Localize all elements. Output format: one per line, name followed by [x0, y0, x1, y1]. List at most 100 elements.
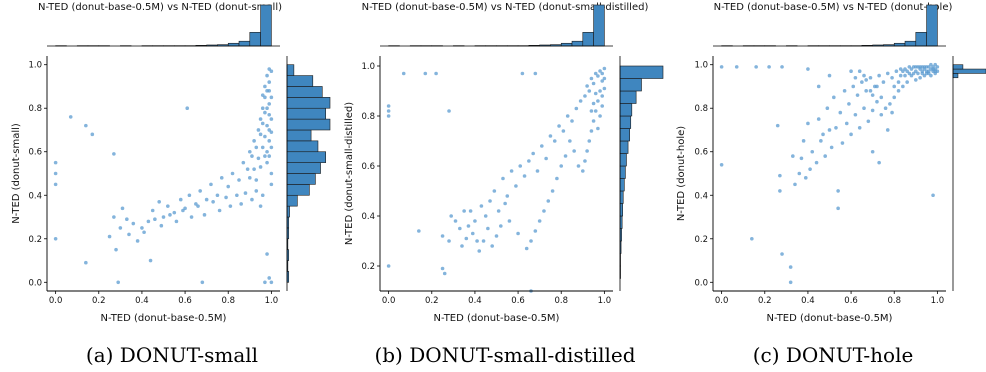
scatter-point — [254, 189, 259, 193]
marginal-y-bar — [952, 64, 964, 70]
scatter-point — [53, 171, 58, 176]
scatter-point — [750, 236, 754, 241]
x-axis-label: N-TED (donut-base-0.5M) — [434, 313, 560, 324]
scatter-point — [591, 119, 596, 123]
scatter-point — [896, 89, 901, 93]
scatter-point — [890, 75, 894, 80]
scatter-point — [386, 109, 391, 113]
scatter-point — [864, 89, 868, 93]
scatter-point — [267, 154, 272, 158]
scatter-point — [178, 197, 183, 202]
scatter-point — [816, 84, 821, 89]
scatter-point — [187, 193, 192, 198]
scatter-point — [719, 162, 724, 167]
scatter-point — [866, 119, 871, 124]
scatter-point — [916, 71, 920, 76]
y-tick-label: 0.8 — [28, 104, 42, 114]
scatter-point — [847, 102, 851, 106]
scatter-point — [913, 65, 918, 69]
marginal-y-bar — [952, 68, 986, 74]
scatter-point — [269, 95, 274, 100]
scatter-point — [529, 239, 533, 243]
marginal-y-bar — [286, 97, 331, 109]
y-tick-label: 0.0 — [28, 278, 42, 288]
scatter-point — [135, 239, 140, 243]
scatter-point — [267, 112, 272, 117]
scatter-point — [473, 219, 477, 223]
scatter-point — [585, 149, 589, 153]
scatter-point — [598, 69, 602, 73]
marginal-y-bar — [952, 73, 959, 79]
scatter-point — [464, 236, 469, 241]
scatter-point — [237, 178, 241, 182]
x-tick-label: 0.6 — [178, 296, 192, 306]
scatter-point — [250, 197, 254, 202]
scatter-point — [935, 69, 940, 74]
y-tick-label: 1.0 — [694, 61, 708, 71]
scatter-point — [868, 75, 873, 80]
marginal-y-bar — [619, 190, 624, 204]
scatter-point — [245, 167, 250, 171]
scatter-point — [112, 215, 116, 219]
scatter-point — [53, 160, 58, 165]
scatter-point — [585, 84, 589, 88]
x-tick-label: 1.0 — [598, 296, 612, 306]
scatter-point — [557, 124, 561, 128]
y-tick-label: 0.8 — [694, 104, 708, 114]
marginal-x-bar — [893, 42, 906, 47]
scatter-point — [254, 178, 259, 182]
scatter-point — [258, 132, 263, 137]
scatter-point — [490, 244, 494, 248]
scatter-point — [200, 280, 205, 285]
scatter-point — [913, 78, 918, 82]
x-tick-label: 0.8 — [554, 296, 568, 306]
scatter-point — [890, 110, 894, 115]
scatter-point — [870, 93, 875, 97]
scatter-point — [860, 80, 864, 84]
marginal-y-bar — [286, 194, 298, 207]
scatter-point — [239, 202, 243, 206]
marginal-y-bar — [619, 203, 623, 217]
scatter-point — [252, 139, 256, 143]
scatter-point — [885, 71, 890, 76]
scatter-point — [269, 145, 274, 150]
scatter-point — [112, 152, 116, 156]
scatter-point — [386, 114, 391, 118]
scatter-point — [853, 75, 858, 80]
subfigure-caption: (b) DONUT-small-distilled — [374, 343, 635, 367]
scatter-point — [602, 86, 607, 91]
scatter-point — [801, 139, 806, 143]
scatter-point — [468, 209, 473, 213]
scatter-point — [458, 226, 462, 231]
scatter-point — [263, 110, 267, 115]
scatter-point — [260, 106, 265, 111]
scatter-point — [157, 199, 161, 204]
y-tick-label: 0.2 — [361, 262, 375, 272]
scatter-point — [386, 264, 391, 268]
x-tick-label: 0.4 — [801, 296, 815, 306]
scatter-point — [265, 123, 269, 128]
scatter-point — [808, 167, 812, 171]
scatter-point — [903, 73, 907, 78]
scatter-point — [263, 134, 267, 139]
scatter-point — [146, 219, 151, 224]
scatter-point — [593, 91, 598, 96]
scatter-point — [918, 65, 922, 69]
scatter-point — [559, 164, 564, 168]
scatter-point — [574, 106, 579, 111]
scatter-point — [544, 156, 548, 161]
scatter-point — [168, 213, 172, 217]
y-tick-label: 0.6 — [361, 162, 375, 172]
x-axis-label: N-TED (donut-base-0.5M) — [767, 313, 893, 324]
scatter-point — [877, 160, 881, 165]
scatter-point — [470, 231, 475, 236]
x-tick-label: 0.4 — [135, 296, 149, 306]
scatter-point — [879, 112, 884, 117]
scatter-point — [68, 115, 73, 119]
scatter-point — [879, 95, 884, 100]
marginal-y-bar — [619, 140, 629, 154]
plot-title: N-TED (donut-base-0.5M) vs N-TED (donut-… — [362, 2, 649, 13]
scatter-point — [799, 156, 804, 161]
scatter-point — [793, 182, 797, 187]
marginal-y-bar — [619, 115, 632, 129]
